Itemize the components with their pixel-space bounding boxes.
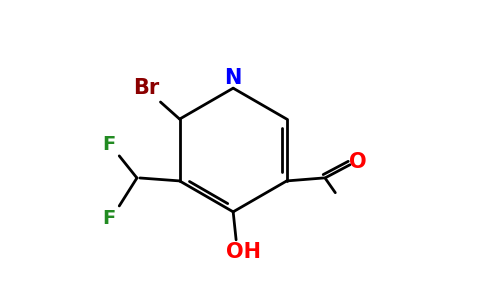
Text: Br: Br bbox=[133, 78, 159, 98]
Text: OH: OH bbox=[226, 242, 261, 262]
Text: O: O bbox=[348, 152, 366, 172]
Text: F: F bbox=[102, 135, 116, 154]
Text: N: N bbox=[225, 68, 242, 88]
Text: F: F bbox=[102, 209, 116, 228]
